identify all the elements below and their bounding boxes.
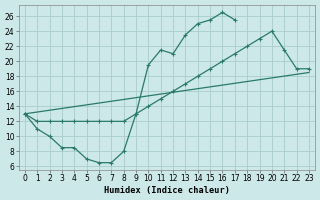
X-axis label: Humidex (Indice chaleur): Humidex (Indice chaleur) [104, 186, 230, 195]
